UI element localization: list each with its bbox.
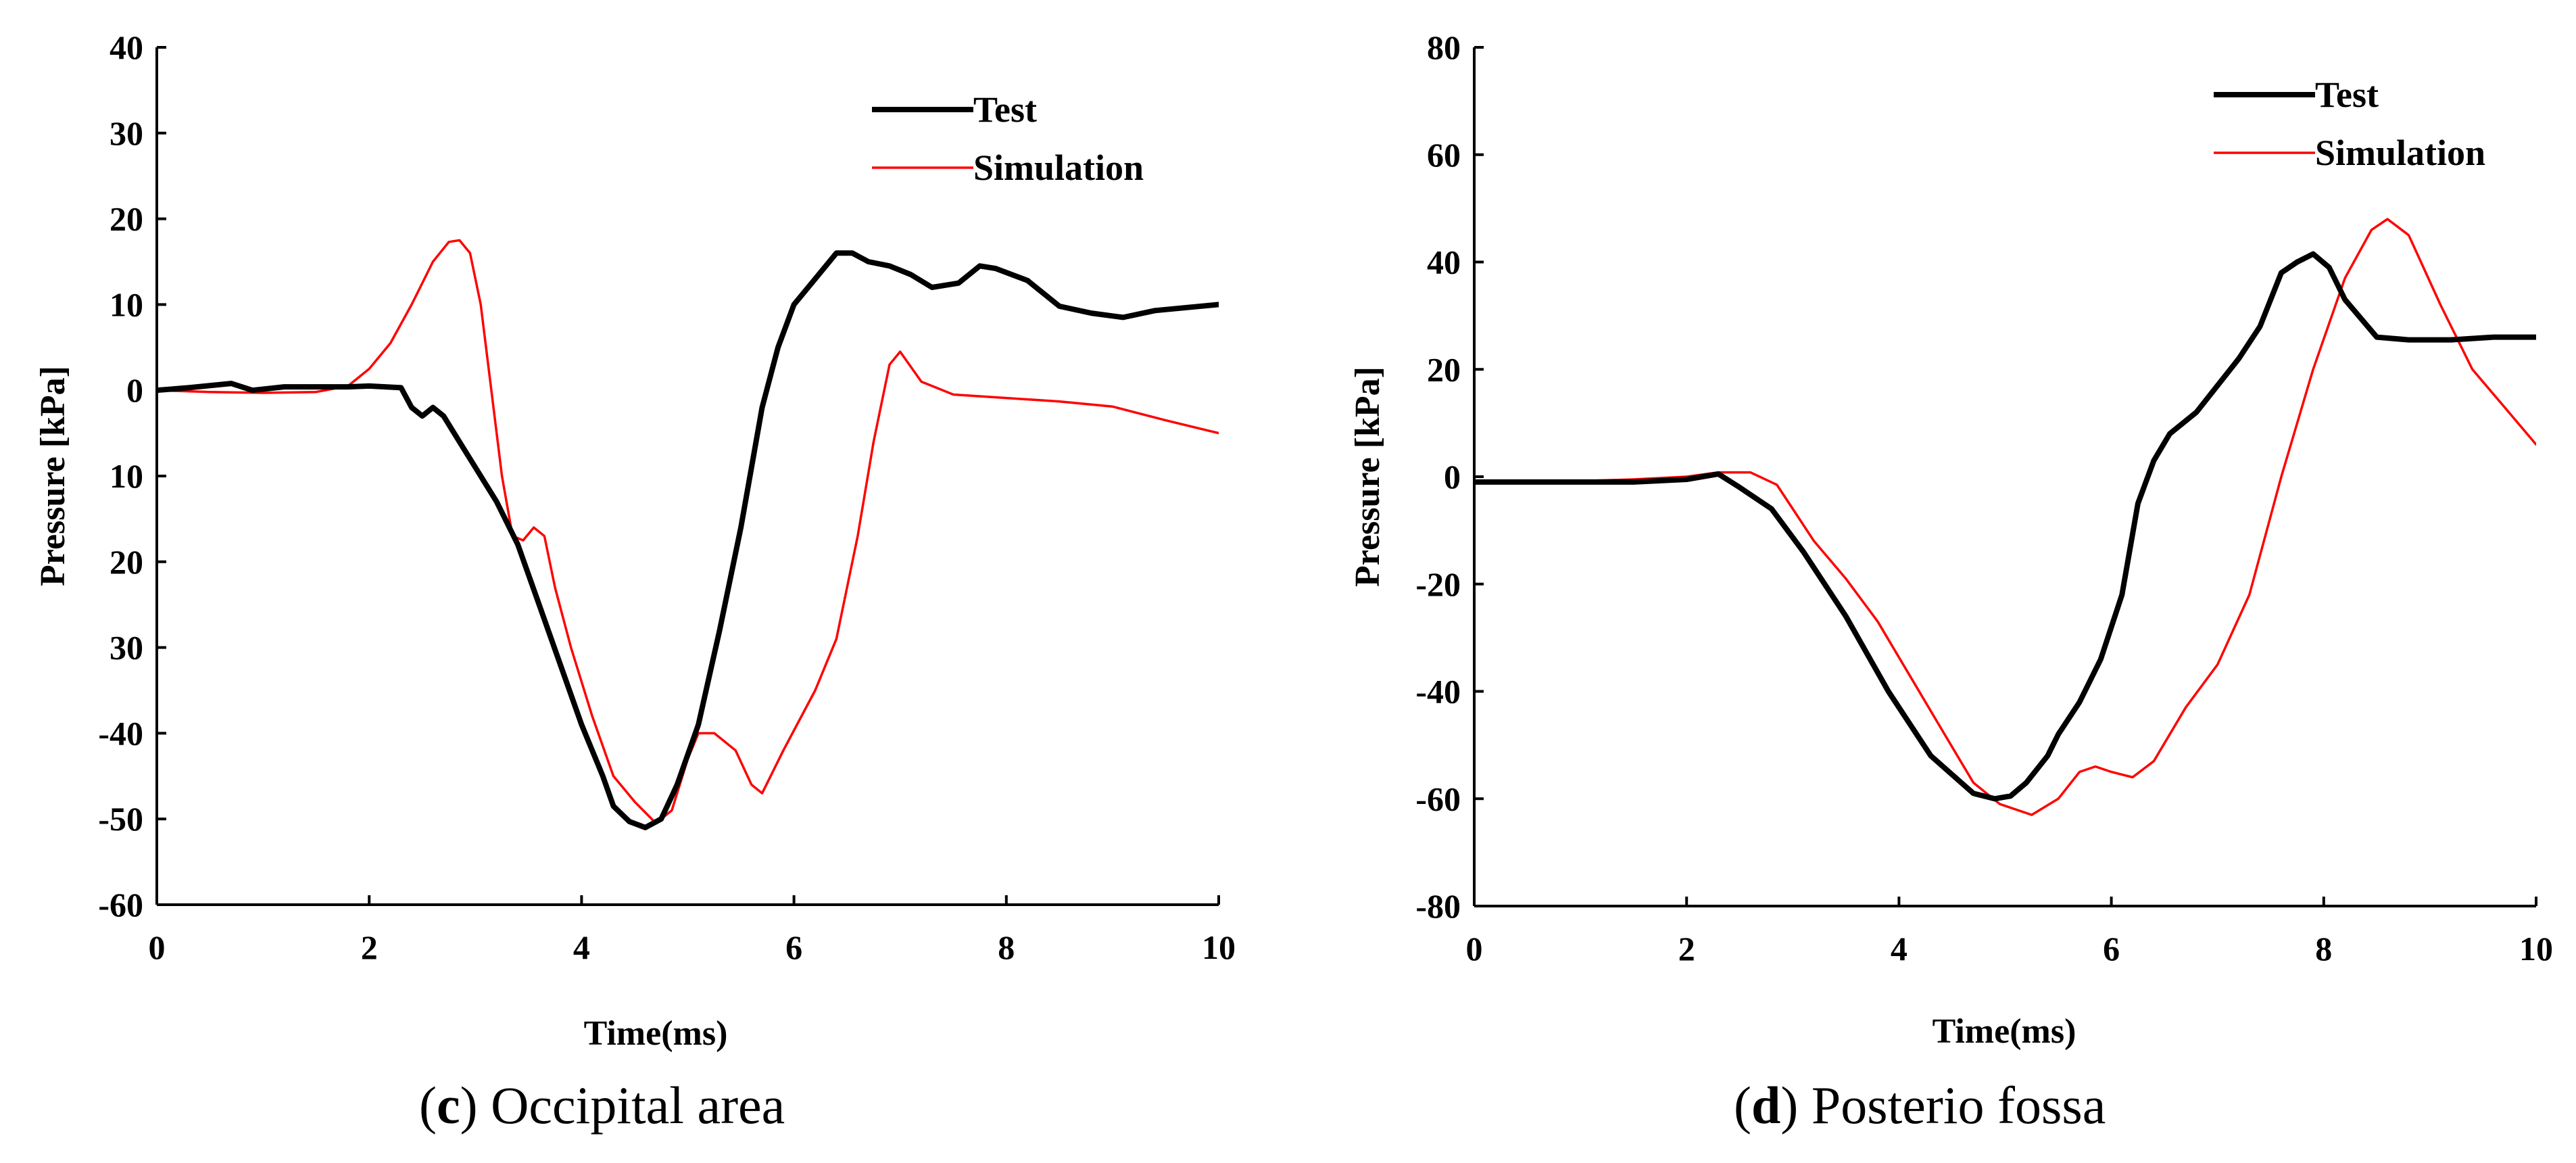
x-tick-label: 4 bbox=[1891, 930, 1907, 968]
legend-label-simulation: Simulation bbox=[973, 147, 1144, 188]
x-axis-title: Time(ms) bbox=[1933, 1012, 2076, 1051]
series-line-simulation bbox=[1474, 218, 2536, 816]
y-tick-label: -60 bbox=[1415, 780, 1461, 817]
y-tick-label: -50 bbox=[98, 800, 143, 838]
series-line-test bbox=[157, 250, 1219, 830]
x-tick-label: 0 bbox=[1466, 930, 1483, 968]
x-tick-label: 4 bbox=[573, 928, 590, 966]
legend-label-test: Test bbox=[973, 89, 1037, 130]
x-axis-title: Time(ms) bbox=[584, 1014, 728, 1053]
caption-c-text: Occipital area bbox=[477, 1076, 785, 1135]
y-tick-label: 0 bbox=[126, 371, 143, 409]
y-tick-label: 20 bbox=[1427, 350, 1461, 388]
y-tick-label: -80 bbox=[1415, 887, 1461, 925]
y-tick-label: -60 bbox=[98, 886, 143, 924]
caption-d-letter: d bbox=[1751, 1076, 1781, 1135]
x-tick-label: 10 bbox=[1202, 928, 1236, 966]
x-tick-label: 0 bbox=[149, 928, 166, 966]
y-tick-label: 40 bbox=[1427, 243, 1461, 281]
x-tick-label: 10 bbox=[2519, 930, 2553, 968]
y-tick-label: 40 bbox=[110, 28, 143, 66]
x-tick-label: 8 bbox=[998, 928, 1015, 966]
y-axis-title: Pressure [kPa] bbox=[34, 366, 72, 586]
x-tick-label: 2 bbox=[361, 928, 378, 966]
legend-label-simulation: Simulation bbox=[2315, 133, 2485, 173]
x-tick-label: 2 bbox=[1678, 930, 1695, 968]
series-line-test bbox=[1474, 251, 2536, 802]
legend-label-test: Test bbox=[2315, 74, 2379, 115]
y-tick-label: 10 bbox=[110, 285, 143, 323]
y-tick-label: 80 bbox=[1427, 28, 1461, 66]
y-tick-label: 30 bbox=[110, 629, 143, 667]
y-tick-label: -40 bbox=[98, 714, 143, 752]
caption-occipital-area: (c) Occipital area bbox=[419, 1076, 785, 1135]
y-tick-label: 10 bbox=[110, 457, 143, 495]
caption-c-letter: c bbox=[436, 1076, 460, 1135]
x-tick-label: 6 bbox=[785, 928, 802, 966]
x-tick-label: 6 bbox=[2103, 930, 2120, 968]
x-tick-label: 8 bbox=[2315, 930, 2332, 968]
y-tick-label: -40 bbox=[1415, 673, 1461, 711]
caption-posterio-fossa: (d) Posterio fossa bbox=[1734, 1076, 2106, 1135]
y-tick-label: -20 bbox=[1415, 565, 1461, 603]
caption-d-text: Posterio fossa bbox=[1798, 1076, 2106, 1135]
y-tick-label: 60 bbox=[1427, 136, 1461, 174]
y-axis-title: Pressure [kPa] bbox=[1348, 366, 1387, 587]
y-tick-label: 30 bbox=[110, 114, 143, 152]
y-tick-label: 20 bbox=[110, 200, 143, 238]
y-tick-label: 0 bbox=[1444, 458, 1461, 496]
series-line-simulation bbox=[157, 239, 1219, 825]
y-tick-label: 20 bbox=[110, 543, 143, 581]
